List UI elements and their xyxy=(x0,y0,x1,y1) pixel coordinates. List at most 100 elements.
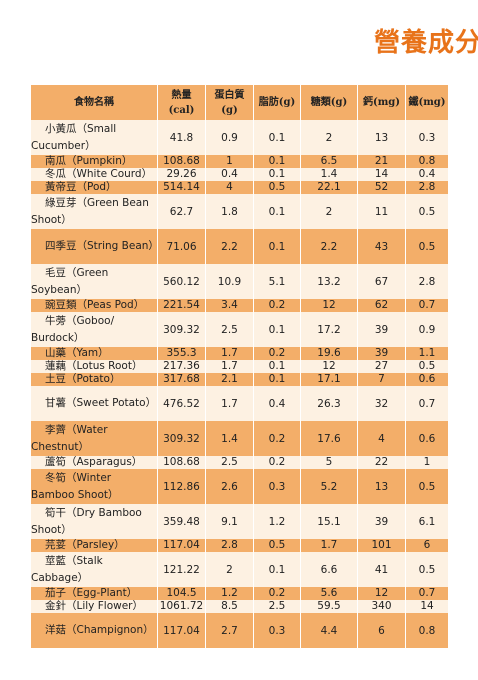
nutrient-value: 6 xyxy=(357,613,406,648)
nutrient-value: 1061.72 xyxy=(157,600,206,613)
nutrient-value: 71.06 xyxy=(157,229,206,264)
nutrient-value: 0.8 xyxy=(405,613,449,648)
nutrient-value: 0.5 xyxy=(253,539,301,552)
nutrient-value: 5 xyxy=(300,456,358,469)
nutrient-value: 67 xyxy=(357,264,406,299)
nutrient-value: 0.2 xyxy=(253,587,301,600)
food-name: 筍干（Dry Bamboo Shoot） xyxy=(30,504,158,539)
nutrient-value: 2.7 xyxy=(205,613,254,648)
nutrient-value: 2 xyxy=(205,552,254,587)
table-row: 綠豆芽（Green Bean Shoot） 62.7 1.8 0.1 2 11 0.5 xyxy=(30,194,449,229)
nutrient-value: 43 xyxy=(357,229,406,264)
nutrient-value: 3.4 xyxy=(205,299,254,312)
header-line: 脂肪(g) xyxy=(258,97,296,108)
nutrient-value: 15.1 xyxy=(300,504,358,539)
nutrient-value: 104.5 xyxy=(157,587,206,600)
column-header: 脂肪(g) xyxy=(253,85,301,120)
nutrient-value: 2.6 xyxy=(205,469,254,504)
table-row: 南瓜（Pumpkin） 108.68 1 0.1 6.5 21 0.8 xyxy=(30,155,449,168)
nutrient-value: 108.68 xyxy=(157,456,206,469)
food-name: 毛豆（Green Soybean） xyxy=(30,264,158,299)
nutrient-value: 0.2 xyxy=(253,347,301,360)
nutrient-value: 17.1 xyxy=(300,373,358,386)
nutrient-value: 32 xyxy=(357,386,406,421)
nutrient-value: 0.1 xyxy=(253,373,301,386)
column-header: 鈣(mg) xyxy=(357,85,406,120)
table-row: 冬瓜（White Courd） 29.26 0.4 0.1 1.4 14 0.4 xyxy=(30,168,449,181)
nutrient-value: 0.1 xyxy=(253,552,301,587)
nutrient-value: 221.54 xyxy=(157,299,206,312)
nutrient-value: 0.1 xyxy=(253,194,301,229)
page-title: 營養成分 xyxy=(374,28,478,58)
nutrient-value: 6.1 xyxy=(405,504,449,539)
nutrient-value: 0.3 xyxy=(405,120,449,155)
nutrient-value: 26.3 xyxy=(300,386,358,421)
nutrient-value: 17.6 xyxy=(300,421,358,456)
nutrient-value: 0.6 xyxy=(405,421,449,456)
nutrient-value: 514.14 xyxy=(157,181,206,194)
nutrient-value: 0.7 xyxy=(405,587,449,600)
food-name: 蘆筍（Asparagus） xyxy=(30,456,158,469)
nutrient-value: 0.8 xyxy=(405,155,449,168)
nutrient-value: 1.7 xyxy=(205,360,254,373)
food-name: 茄子（Egg-Plant） xyxy=(30,587,158,600)
nutrient-value: 0.5 xyxy=(405,552,449,587)
nutrient-value: 6.5 xyxy=(300,155,358,168)
nutrient-value: 17.2 xyxy=(300,312,358,347)
nutrient-value: 0.1 xyxy=(253,360,301,373)
nutrient-value: 39 xyxy=(357,347,406,360)
nutrient-value: 1 xyxy=(205,155,254,168)
table-row: 四季豆（String Bean） 71.06 2.2 0.1 2.2 43 0.5 xyxy=(30,229,449,264)
nutrient-value: 0.9 xyxy=(405,312,449,347)
nutrient-value: 13.2 xyxy=(300,264,358,299)
food-name: 豌豆類（Peas Pod） xyxy=(30,299,158,312)
nutrient-value: 11 xyxy=(357,194,406,229)
nutrient-value: 1.7 xyxy=(205,386,254,421)
food-name: 冬瓜（White Courd） xyxy=(30,168,158,181)
table-row: 山藥（Yam） 355.3 1.7 0.2 19.6 39 1.1 xyxy=(30,347,449,360)
table-row: 洋菇（Champignon） 117.04 2.7 0.3 4.4 6 0.8 xyxy=(30,613,449,648)
nutrient-value: 5.2 xyxy=(300,469,358,504)
nutrient-value: 0.3 xyxy=(253,613,301,648)
nutrient-value: 19.6 xyxy=(300,347,358,360)
nutrient-value: 4.4 xyxy=(300,613,358,648)
food-name: 牛蒡（Goboo/ Burdock） xyxy=(30,312,158,347)
nutrient-value: 12 xyxy=(300,299,358,312)
nutrient-value: 27 xyxy=(357,360,406,373)
table-row: 土豆（Potato） 317.68 2.1 0.1 17.1 7 0.6 xyxy=(30,373,449,386)
nutrient-value: 4 xyxy=(357,421,406,456)
food-name: 冬筍（Winter Bamboo Shoot） xyxy=(30,469,158,504)
nutrient-value: 41 xyxy=(357,552,406,587)
header-line: 糖類(g) xyxy=(310,97,348,108)
header-line: 鐵(mg) xyxy=(408,97,446,108)
table-row: 莖藍（Stalk Cabbage） 121.22 2 0.1 6.6 41 0.5 xyxy=(30,552,449,587)
nutrient-value: 0.4 xyxy=(253,386,301,421)
nutrient-value: 0.1 xyxy=(253,168,301,181)
table-row: 牛蒡（Goboo/ Burdock） 309.32 2.5 0.1 17.2 39 0.9 xyxy=(30,312,449,347)
nutrient-value: 0.9 xyxy=(205,120,254,155)
nutrient-value: 0.2 xyxy=(253,299,301,312)
nutrient-value: 2.2 xyxy=(205,229,254,264)
nutrient-value: 6.6 xyxy=(300,552,358,587)
nutrient-value: 0.5 xyxy=(405,469,449,504)
header-row: 食物名稱 熱量 (cal) 蛋白質 (g) 脂肪(g) 糖類(g) 鈣(mg) 鐵(mg) xyxy=(30,85,449,120)
food-name: 黃帝豆（Pod） xyxy=(30,181,158,194)
header-line: 熱量 xyxy=(171,89,192,101)
nutrient-value: 62 xyxy=(357,299,406,312)
nutrient-value: 14 xyxy=(405,600,449,613)
nutrient-value: 476.52 xyxy=(157,386,206,421)
nutrient-value: 0.3 xyxy=(253,469,301,504)
nutrient-value: 0.5 xyxy=(405,194,449,229)
table-row: 芫荽（Parsley） 117.04 2.8 0.5 1.7 101 6 xyxy=(30,539,449,552)
nutrient-value: 112.86 xyxy=(157,469,206,504)
table-row: 蓮藕（Lotus Root） 217.36 1.7 0.1 12 27 0.5 xyxy=(30,360,449,373)
food-name: 山藥（Yam） xyxy=(30,347,158,360)
food-name: 金針（Lily Flower） xyxy=(30,600,158,613)
nutrient-value: 8.5 xyxy=(205,600,254,613)
nutrient-value: 1 xyxy=(405,456,449,469)
table-row: 黃帝豆（Pod） 514.14 4 0.5 22.1 52 2.8 xyxy=(30,181,449,194)
food-name: 小黃瓜（Small Cucumber） xyxy=(30,120,158,155)
food-name: 綠豆芽（Green Bean Shoot） xyxy=(30,194,158,229)
nutrient-value: 29.26 xyxy=(157,168,206,181)
